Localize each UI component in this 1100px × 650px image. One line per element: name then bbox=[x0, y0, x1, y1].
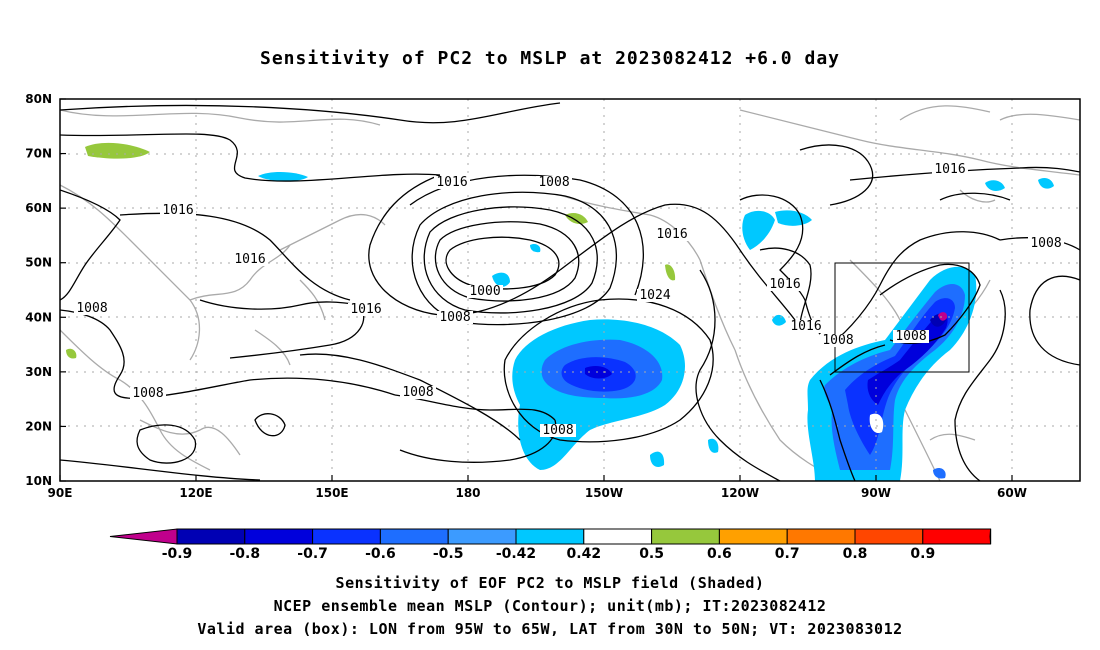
contour-label: 1008 bbox=[132, 386, 163, 401]
contour-label-bg bbox=[820, 334, 856, 347]
longitude-axis: 90E 120E 150E 180 150W 120W 90W 60W bbox=[48, 475, 1027, 500]
contour-label-bg bbox=[637, 289, 673, 302]
contour-label: 1008 bbox=[76, 301, 107, 316]
lat-tick-label: 20N bbox=[25, 419, 52, 433]
contour-label-bg bbox=[540, 424, 576, 437]
colorbar-label: -0.42 bbox=[496, 546, 536, 562]
colorbar-label: -0.6 bbox=[365, 546, 396, 562]
contour-label-bg bbox=[788, 320, 824, 333]
colorbar-label: 0.6 bbox=[707, 546, 732, 562]
lon-tick-label: 180 bbox=[455, 486, 480, 500]
contour-label-bg bbox=[400, 386, 436, 399]
colorbar-label: -0.8 bbox=[229, 546, 260, 562]
contour-label-bg bbox=[130, 387, 166, 400]
contour-label: 1000 bbox=[469, 284, 500, 299]
contour-label: 1008 bbox=[538, 175, 569, 190]
lon-tick-label: 120W bbox=[721, 486, 759, 500]
colorbar-swatch bbox=[447, 528, 517, 545]
caption-valid-area: Valid area (box): LON from 95W to 65W, L… bbox=[197, 620, 903, 638]
contour-labels: 1008100810161016101610001008102410161008… bbox=[74, 162, 1064, 438]
contour-label: 1016 bbox=[162, 203, 193, 218]
lat-tick-label: 40N bbox=[25, 310, 52, 324]
contour-label: 1008 bbox=[895, 329, 926, 344]
contour-label-bg bbox=[767, 278, 803, 291]
colorbar-label: -0.9 bbox=[162, 546, 193, 562]
contour-label: 1016 bbox=[234, 252, 265, 267]
lat-tick-label: 60N bbox=[25, 201, 52, 215]
contour-label: 1016 bbox=[436, 175, 467, 190]
contour-label: 1016 bbox=[769, 277, 800, 292]
valid-area-box bbox=[834, 262, 970, 373]
contour-label: 1016 bbox=[790, 319, 821, 334]
lon-tick-label: 60W bbox=[997, 486, 1027, 500]
contour-label-bg bbox=[467, 285, 503, 298]
colorbar-label: -0.5 bbox=[433, 546, 464, 562]
contour-label: 1008 bbox=[439, 310, 470, 325]
colorbar: -0.9 -0.8 -0.7 -0.6 -0.5 -0.42 0.42 0.5 0.6 0.7 0.… bbox=[109, 528, 992, 562]
colorbar-swatch bbox=[651, 528, 720, 545]
contour-label-bg bbox=[437, 311, 473, 324]
colorbar-label: -0.7 bbox=[297, 546, 328, 562]
lat-tick-label: 50N bbox=[25, 256, 52, 270]
colorbar-swatch bbox=[109, 528, 178, 545]
colorbar-label: 0.7 bbox=[775, 546, 800, 562]
colorbar-label: 0.5 bbox=[639, 546, 664, 562]
lon-tick-label: 90E bbox=[48, 486, 73, 500]
contour-label: 1008 bbox=[542, 423, 573, 438]
colorbar-label: 0.9 bbox=[910, 546, 935, 562]
lon-tick-label: 150E bbox=[315, 486, 348, 500]
contour-label-bg bbox=[160, 204, 196, 217]
latitude-axis: 80N 70N 60N 50N 40N 30N 20N 10N bbox=[25, 92, 66, 488]
colorbar-swatch bbox=[379, 528, 449, 545]
colorbar-swatch bbox=[922, 528, 992, 545]
contour-label-bg bbox=[348, 303, 384, 316]
caption-shading: Sensitivity of EOF PC2 to MSLP field (Sh… bbox=[335, 574, 765, 592]
contour-label-bg bbox=[654, 228, 690, 241]
colorbar-swatch bbox=[989, 528, 992, 545]
caption-contour: NCEP ensemble mean MSLP (Contour); unit(… bbox=[273, 597, 827, 615]
map-title: Sensitivity of PC2 to MSLP at 2023082412… bbox=[259, 48, 840, 69]
contour-label-bg bbox=[893, 330, 929, 343]
contour-label-bg bbox=[1028, 237, 1064, 250]
contour-label: 1008 bbox=[402, 385, 433, 400]
contour-label: 1016 bbox=[350, 302, 381, 317]
lat-tick-label: 10N bbox=[25, 474, 52, 488]
contour-label-bg bbox=[932, 163, 968, 176]
colorbar-swatch bbox=[515, 528, 585, 545]
lat-tick-label: 30N bbox=[25, 365, 52, 379]
lon-tick-label: 90W bbox=[861, 486, 891, 500]
lon-tick-label: 120E bbox=[179, 486, 212, 500]
contour-label-bg bbox=[74, 302, 110, 315]
contour-label-bg bbox=[434, 176, 470, 189]
lat-tick-label: 80N bbox=[25, 92, 52, 106]
lat-tick-label: 70N bbox=[25, 147, 52, 161]
contour-label: 1016 bbox=[934, 162, 965, 177]
contour-label: 1008 bbox=[822, 333, 853, 348]
colorbar-swatch bbox=[583, 528, 653, 545]
contour-label: 1008 bbox=[1030, 236, 1061, 251]
colorbar-swatch bbox=[786, 528, 856, 545]
contour-label-bg bbox=[536, 176, 572, 189]
contour-label: 1024 bbox=[639, 288, 670, 303]
contour-label: 1016 bbox=[656, 227, 687, 242]
contour-label-bg bbox=[232, 253, 268, 266]
colorbar-swatch bbox=[854, 528, 924, 545]
colorbar-swatch bbox=[718, 528, 788, 545]
mslp-contours bbox=[60, 102, 1080, 481]
colorbar-swatch bbox=[312, 528, 381, 545]
colorbar-label: 0.8 bbox=[843, 546, 868, 562]
colorbar-swatch bbox=[244, 528, 314, 545]
map-frame bbox=[59, 98, 1081, 482]
colorbar-label: 0.42 bbox=[567, 546, 602, 562]
colorbar-swatch bbox=[176, 528, 246, 545]
lon-tick-label: 150W bbox=[585, 486, 623, 500]
